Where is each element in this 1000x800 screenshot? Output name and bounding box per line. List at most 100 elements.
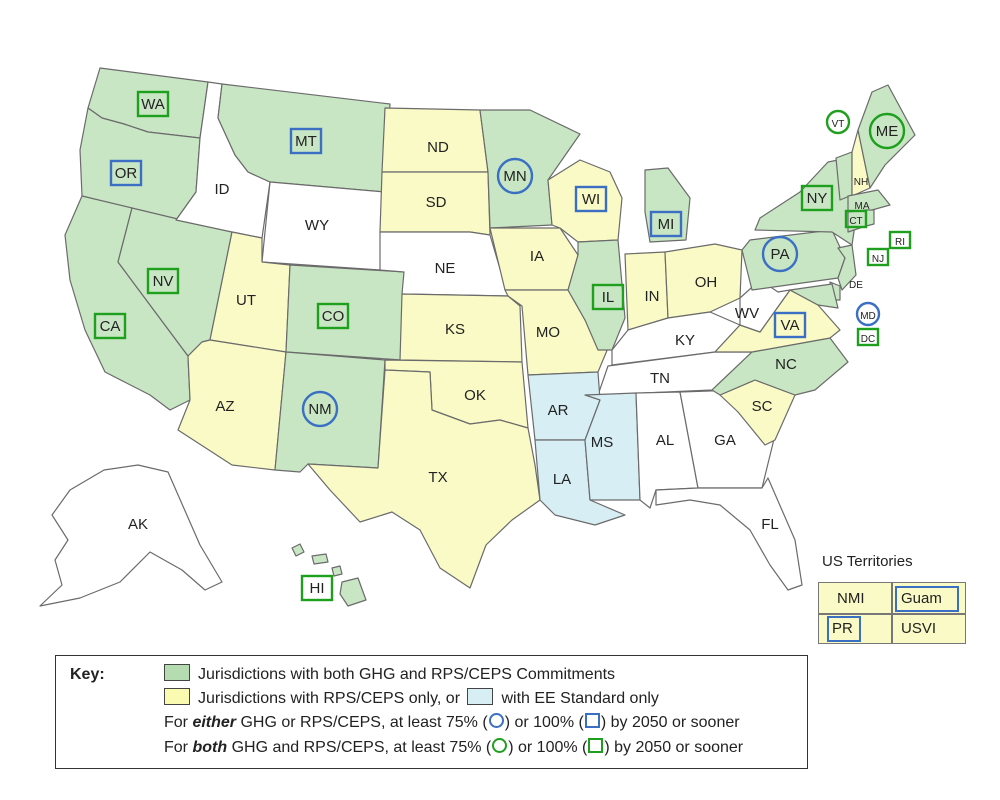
state-MI	[644, 167, 691, 243]
marker-MN	[496, 157, 534, 195]
state-label-SD: SD	[426, 194, 447, 211]
marker-OR	[109, 159, 143, 187]
state-label-WA: WA	[141, 96, 165, 113]
marker-MI	[649, 210, 683, 238]
state-label-MD: MD	[860, 311, 876, 322]
state-IL	[567, 239, 626, 351]
key-line2a-text: Jurisdictions with RPS/CEPS only, or	[198, 690, 461, 707]
state-label-NC: NC	[775, 356, 797, 373]
marker-MT	[289, 127, 323, 155]
state-label-GA: GA	[714, 432, 736, 449]
key-line1-text: Jurisdictions with both GHG and RPS/CEPS…	[198, 666, 616, 683]
state-AK	[39, 464, 223, 607]
state-label-ID: ID	[215, 181, 230, 198]
state-label-AL: AL	[656, 432, 674, 449]
state-label-MS: MS	[591, 434, 614, 451]
state-label-LA: LA	[553, 471, 571, 488]
marker-MD	[855, 301, 881, 327]
state-FL	[655, 477, 803, 591]
map-key: Key: Jurisdictions with both GHG and RPS…	[55, 655, 808, 769]
territory-USVI: USVI	[901, 620, 937, 637]
state-label-SC: SC	[752, 398, 773, 415]
yellow-swatch	[164, 688, 190, 705]
territory-Guam: Guam	[901, 590, 942, 607]
state-label-CO: CO	[322, 308, 345, 325]
state-label-PA: PA	[771, 246, 790, 263]
state-label-WV: WV	[735, 305, 759, 322]
state-label-VT: VT	[832, 119, 845, 130]
marker-PA	[761, 235, 799, 273]
state-KS	[399, 293, 523, 363]
key-line4e: ) by 2050 or sooner	[604, 739, 744, 756]
state-label-IA: IA	[530, 248, 544, 265]
blue-circle-icon	[488, 713, 504, 728]
marker-CO	[316, 302, 350, 330]
state-HI	[291, 543, 367, 607]
state-label-MN: MN	[503, 168, 526, 185]
state-label-NH: NH	[854, 177, 868, 188]
state-label-NV: NV	[153, 273, 174, 290]
state-ME	[857, 84, 916, 189]
state-TX	[307, 369, 541, 589]
state-label-CT: CT	[849, 216, 862, 227]
state-label-OR: OR	[115, 165, 138, 182]
state-label-UT: UT	[236, 292, 256, 309]
marker-WI	[574, 185, 608, 213]
state-MA	[847, 189, 891, 213]
state-label-MT: MT	[295, 133, 317, 150]
green-circle-icon	[492, 738, 508, 753]
state-label-OK: OK	[464, 387, 486, 404]
state-label-WI: WI	[582, 191, 600, 208]
key-line4d: ) or 100% (	[508, 739, 588, 756]
state-label-MO: MO	[536, 324, 560, 341]
marker-CA	[93, 312, 127, 340]
state-label-MI: MI	[658, 216, 675, 233]
state-label-VA: VA	[781, 317, 800, 334]
green-swatch	[164, 664, 190, 681]
marker-NY	[800, 184, 834, 212]
key-line3d: ) or 100% (	[504, 714, 584, 731]
key-line-both-markers: For both GHG and RPS/CEPS, at least 75% …	[164, 738, 743, 757]
key-title: Key:	[70, 666, 105, 683]
key-line3c: GHG or RPS/CEPS, at least 75% (	[240, 714, 488, 731]
state-label-WY: WY	[305, 217, 329, 234]
marker-CT	[844, 209, 868, 229]
state-label-NE: NE	[435, 260, 456, 277]
state-label-OH: OH	[695, 274, 718, 291]
state-label-IL: IL	[602, 289, 615, 306]
key-line-either: For either GHG or RPS/CEPS, at least 75%…	[164, 713, 740, 732]
state-NJ	[837, 244, 857, 291]
blue-swatch	[467, 688, 494, 705]
state-label-FL: FL	[761, 516, 779, 533]
territory-NMI: NMI	[837, 590, 865, 607]
marker-VA	[773, 311, 807, 339]
state-label-DC: DC	[861, 334, 875, 345]
state-RI	[865, 209, 875, 227]
key-line3a: For	[164, 714, 188, 731]
state-PA	[741, 229, 846, 291]
key-line3b: either	[192, 714, 237, 731]
territory-PR: PR	[832, 620, 853, 637]
key-line-rps: Jurisdictions with RPS/CEPS only, or wit…	[164, 688, 659, 708]
marker-HI	[300, 574, 334, 602]
key-line-both: Jurisdictions with both GHG and RPS/CEPS…	[164, 664, 615, 684]
territory-marker-Guam	[895, 586, 959, 612]
territories-title: US Territories	[822, 553, 913, 570]
state-label-AK: AK	[128, 516, 148, 533]
marker-WA	[136, 90, 170, 118]
state-label-AZ: AZ	[215, 398, 234, 415]
state-label-TX: TX	[428, 469, 447, 486]
key-line3e: ) by 2050 or sooner	[600, 714, 740, 731]
state-label-AR: AR	[548, 402, 569, 419]
territories-box: NMI Guam PR USVI	[818, 582, 966, 644]
marker-RI	[888, 230, 912, 250]
state-label-ME: ME	[876, 123, 899, 140]
state-MD	[789, 283, 839, 309]
state-label-TN: TN	[650, 370, 670, 387]
state-label-MA: MA	[855, 201, 870, 212]
state-label-NY: NY	[807, 190, 828, 207]
marker-IL	[591, 283, 625, 311]
marker-VT	[825, 109, 851, 135]
state-CO	[285, 264, 406, 361]
